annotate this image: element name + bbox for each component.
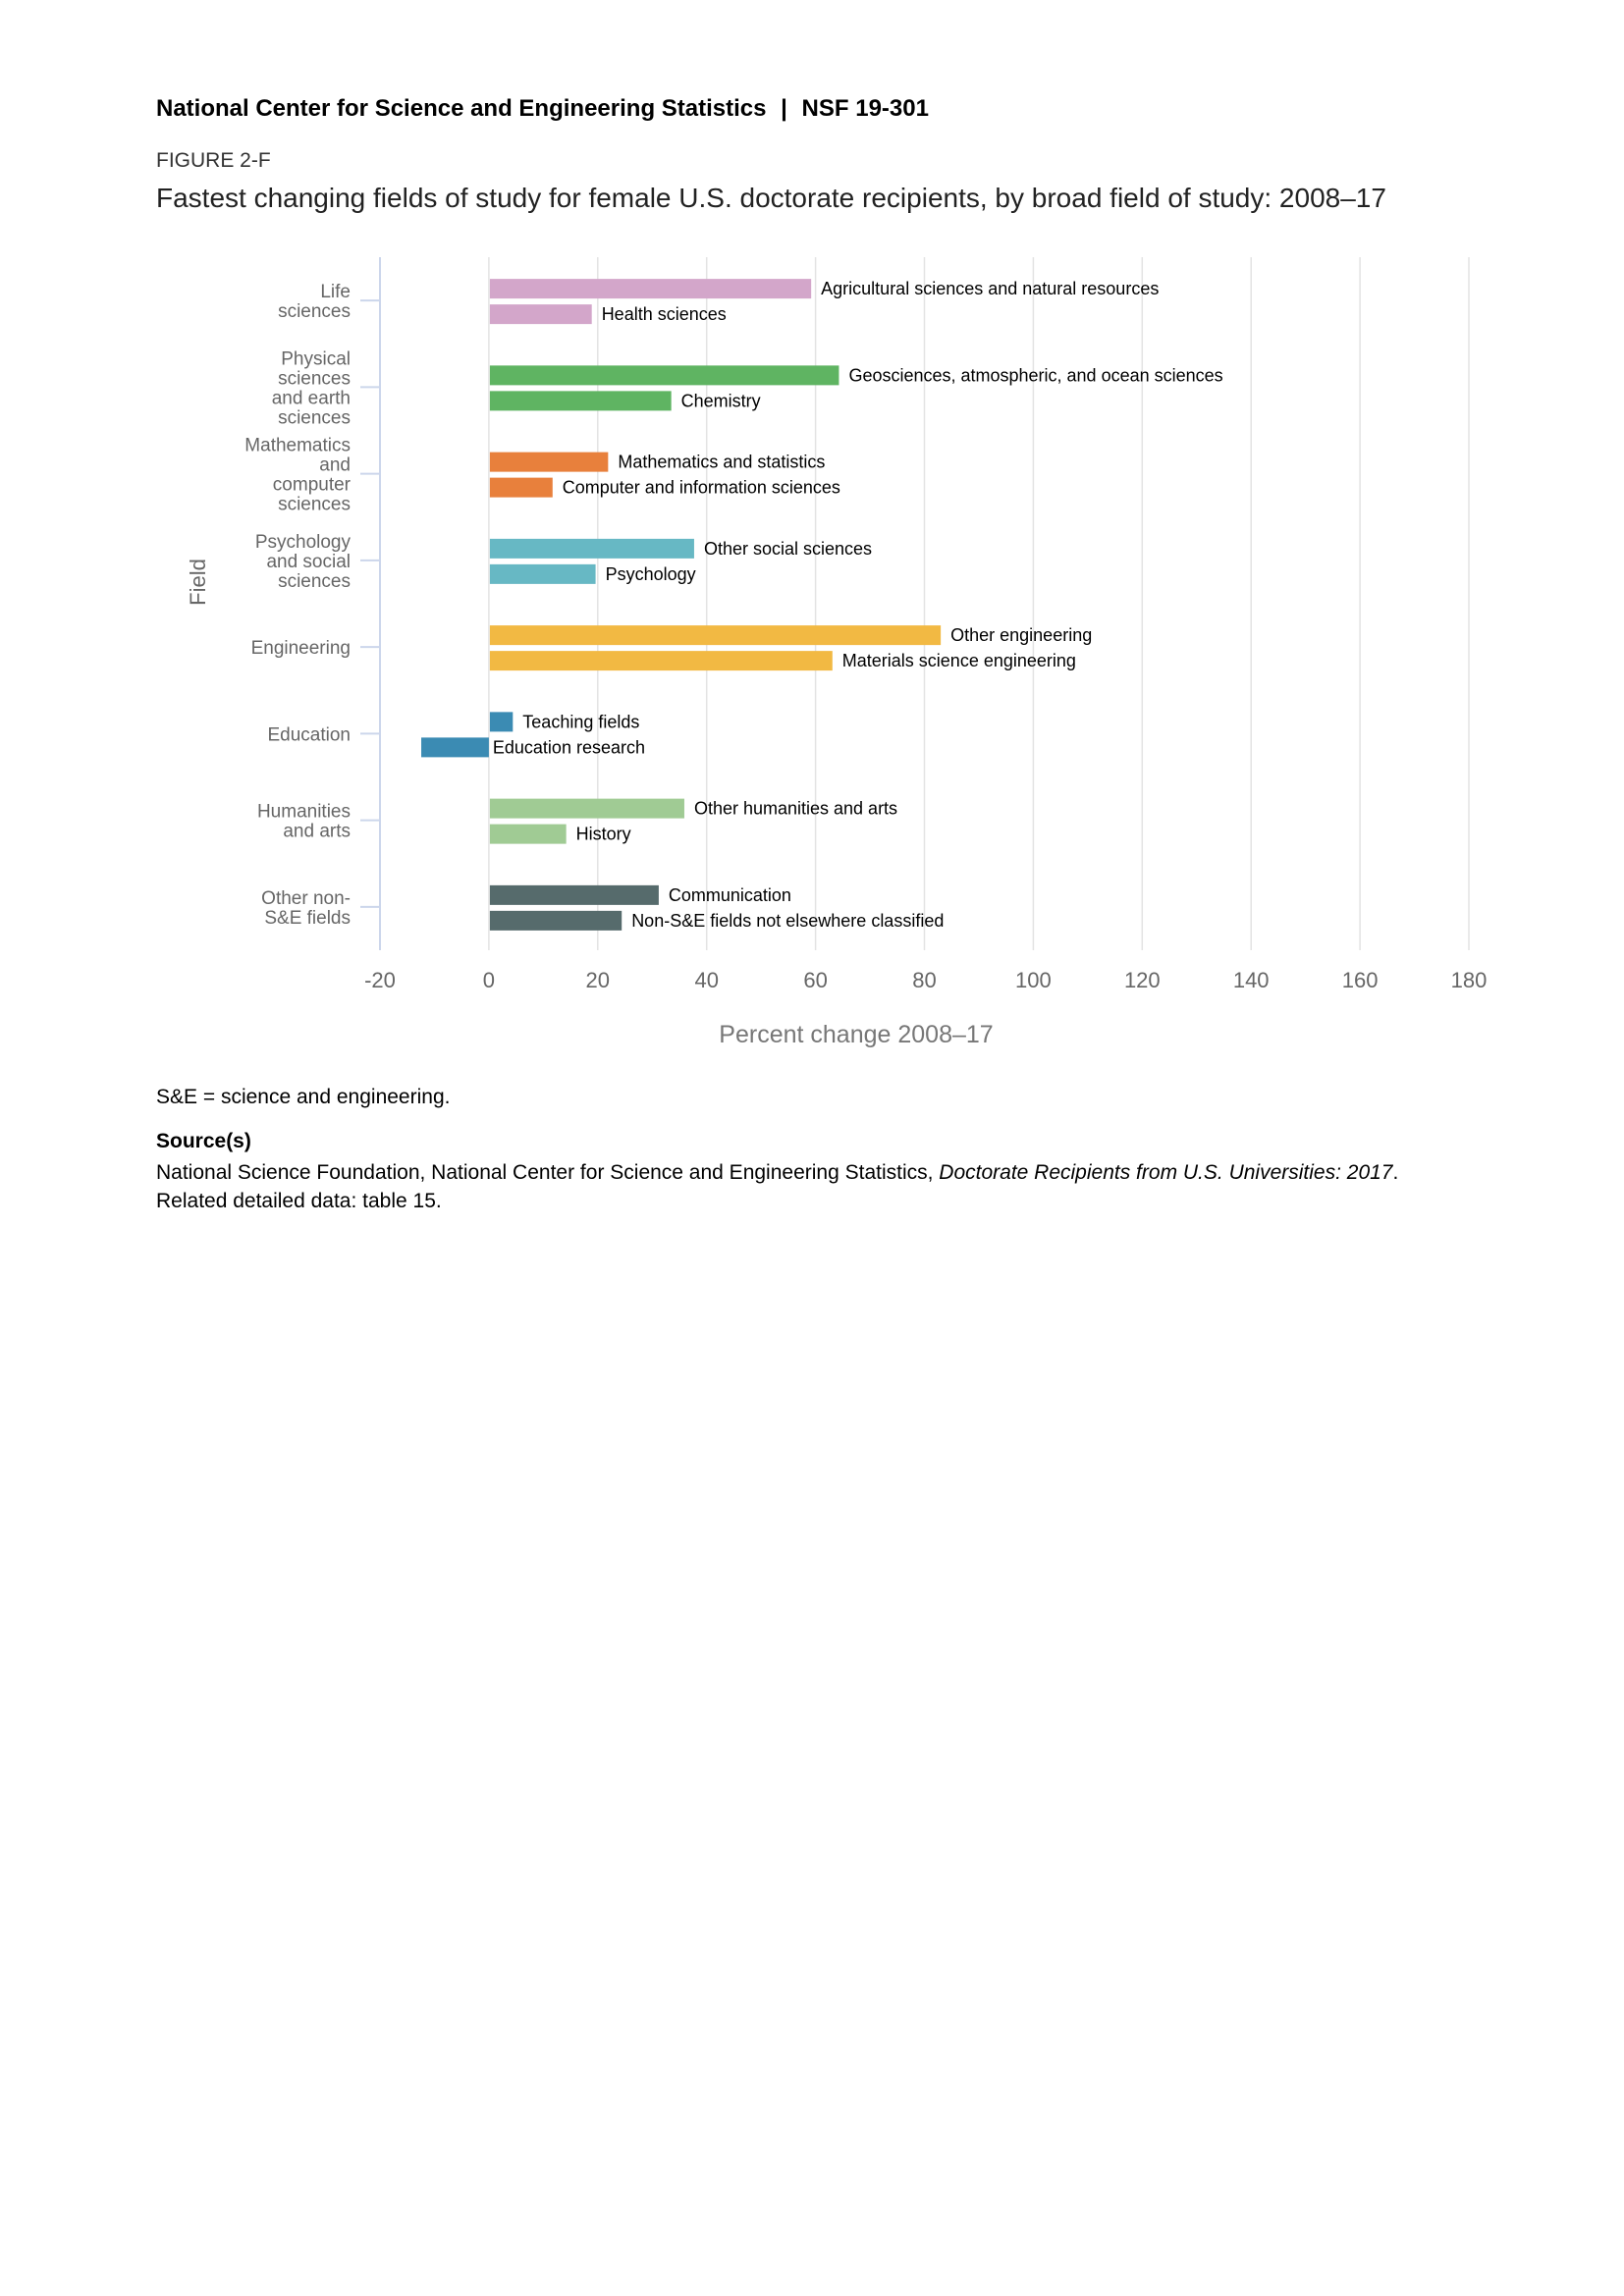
- x-tick-label: 100: [1015, 968, 1052, 992]
- x-tick-label: 80: [912, 968, 936, 992]
- report-number: NSF 19-301: [801, 95, 929, 122]
- bar-label: Health sciences: [602, 304, 727, 324]
- bar: [489, 712, 514, 732]
- bar-label: Other engineering: [950, 625, 1092, 645]
- bar-label: Materials science engineering: [842, 651, 1076, 670]
- bar-label: Non-S&E fields not elsewhere classified: [631, 911, 944, 931]
- bar-chart: Field Percent change 2008–17 -20 0 20 40 60 8…: [186, 257, 1488, 1048]
- bar-label: Agricultural sciences and natural resour…: [821, 279, 1159, 298]
- bar: [489, 798, 684, 819]
- report-header: National Center for Science and Engineer…: [156, 95, 929, 123]
- bar: [489, 563, 596, 584]
- bar: [489, 884, 659, 905]
- y-category-label-line: sciences: [278, 495, 351, 515]
- x-tick-label: 40: [694, 968, 718, 992]
- y-category-label-line: Humanities: [257, 802, 351, 823]
- y-category-label-line: Mathematics: [244, 436, 351, 456]
- bar-label: Geosciences, atmospheric, and ocean scie…: [848, 365, 1222, 385]
- abbreviation-note: S&E = science and engineering.: [156, 1086, 451, 1108]
- x-tick-label: 60: [803, 968, 827, 992]
- y-category-label-line: Other non-: [261, 888, 351, 909]
- y-category-label-line: sciences: [278, 407, 351, 428]
- bar-label: Education research: [493, 737, 645, 757]
- bar: [489, 910, 623, 931]
- figure-label: FIGURE 2-F: [156, 149, 271, 172]
- y-category-label: Education: [267, 724, 351, 745]
- y-category-label: Psychology and social sciences: [255, 532, 352, 592]
- bar: [489, 304, 592, 325]
- y-category-label: Physical sciences and earth sciences: [272, 348, 351, 428]
- related-data-note: Related detailed data: table 15.: [156, 1190, 442, 1212]
- bar-label: Mathematics and statistics: [618, 453, 825, 472]
- y-category-label-line: Engineering: [251, 638, 351, 659]
- y-category-label-line: Psychology: [255, 532, 352, 553]
- y-category-label-line: and: [319, 455, 351, 476]
- x-tick-label: 0: [483, 968, 495, 992]
- source-end: .: [1392, 1161, 1399, 1184]
- source-title: Doctorate Recipients from U.S. Universit…: [939, 1161, 1393, 1184]
- source-heading: Source(s): [156, 1130, 251, 1152]
- y-axis-title: Field: [186, 559, 210, 606]
- bar-label: Other humanities and arts: [694, 799, 897, 819]
- y-category-label-line: Education: [267, 724, 351, 745]
- bar: [489, 625, 942, 646]
- bar-label: Teaching fields: [522, 712, 639, 731]
- bar: [489, 538, 694, 559]
- bar-label: Other social sciences: [704, 539, 872, 559]
- y-category-label-line: sciences: [278, 368, 351, 389]
- chart-title: Fastest changing fields of study for fem…: [156, 183, 1386, 213]
- x-axis-title: Percent change 2008–17: [719, 1021, 993, 1048]
- y-category-label-line: and arts: [283, 822, 351, 842]
- bar: [489, 365, 839, 386]
- y-category-label: Humanities and arts: [257, 802, 351, 842]
- bar-label: Psychology: [606, 564, 696, 584]
- x-tick-label: 160: [1342, 968, 1379, 992]
- y-category-label: Engineering: [251, 638, 351, 659]
- y-category-label-line: computer: [273, 475, 352, 496]
- bar: [489, 824, 567, 844]
- x-tick-label: 180: [1451, 968, 1488, 992]
- source-body: National Science Foundation, National Ce…: [156, 1161, 940, 1184]
- y-category-label-line: sciences: [278, 301, 351, 322]
- bar: [489, 391, 672, 411]
- bar-label: Computer and information sciences: [563, 478, 840, 498]
- bar: [489, 651, 833, 671]
- bar: [421, 737, 489, 758]
- x-tick-label: 140: [1233, 968, 1270, 992]
- bar: [489, 452, 609, 472]
- org-name: National Center for Science and Engineer…: [156, 95, 767, 122]
- y-category-label-line: Life: [320, 282, 351, 302]
- header-separator: |: [781, 95, 787, 122]
- y-category-label: Other non-S&E fields: [261, 888, 351, 929]
- x-tick-label: -20: [364, 968, 396, 992]
- y-category-label-line: Physical: [281, 348, 351, 369]
- source-text: National Science Foundation, National Ce…: [156, 1161, 1398, 1185]
- y-category-label-line: and social: [266, 552, 351, 572]
- x-tick-label: 20: [586, 968, 610, 992]
- y-category-label-line: S&E fields: [264, 908, 351, 929]
- bar-label: Communication: [669, 885, 791, 905]
- bar: [489, 279, 812, 299]
- bar: [489, 477, 553, 498]
- y-category-label-line: and earth: [272, 388, 351, 408]
- bar-label: History: [576, 825, 631, 844]
- y-category-label-line: sciences: [278, 571, 351, 592]
- y-category-label: Life sciences: [278, 282, 351, 322]
- bar-label: Chemistry: [681, 391, 761, 410]
- x-tick-label: 120: [1124, 968, 1161, 992]
- y-category-label: Mathematics and computer sciences: [244, 436, 351, 515]
